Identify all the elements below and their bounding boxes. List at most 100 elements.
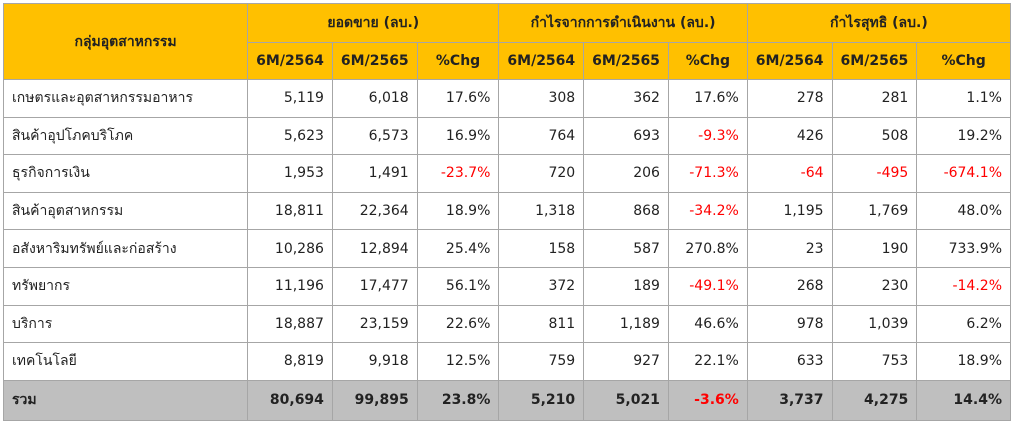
cell: 12.5% (416, 342, 500, 381)
cell: 12,894 (331, 229, 418, 268)
cell: 18.9% (416, 191, 500, 231)
cell: 22.6% (416, 304, 500, 344)
cell: 1,769 (831, 191, 918, 231)
row-label: ทรัพยากร (2, 266, 249, 306)
cell: -34.2% (667, 191, 748, 231)
cell: -14.2% (916, 266, 1011, 306)
cell: 759 (498, 342, 585, 381)
cell: 978 (746, 304, 833, 344)
cell: 11,196 (247, 266, 333, 306)
cell: 8,819 (247, 342, 333, 381)
cell: 5,021 (583, 379, 669, 421)
subcolumn-header: 6M/2565 (331, 42, 418, 80)
cell: 633 (746, 342, 833, 381)
cell: 426 (746, 116, 833, 156)
cell: 764 (498, 116, 585, 156)
row-label: บริการ (2, 304, 249, 344)
cell: 868 (583, 191, 669, 231)
subcolumn-header: 6M/2564 (746, 42, 833, 80)
total-row: รวม 80,694 99,895 23.8% 5,210 5,021 -3.6% 3,737… (2, 379, 1011, 421)
cell: 23.8% (416, 379, 500, 421)
cell: 19.2% (916, 116, 1011, 156)
cell: 190 (831, 229, 918, 268)
cell: 362 (583, 79, 669, 118)
cell: 18.9% (916, 342, 1011, 381)
cell: -674.1% (916, 154, 1011, 193)
row-label: สินค้าอุตสาหกรรม (2, 191, 249, 231)
cell: 17.6% (416, 79, 500, 118)
cell: 1,039 (831, 304, 918, 344)
cell: 206 (583, 154, 669, 193)
cell: 5,623 (247, 116, 333, 156)
cell: -64 (746, 154, 833, 193)
subcolumn-header: 6M/2564 (498, 42, 585, 80)
cell: 6,018 (331, 79, 418, 118)
cell: 10,286 (247, 229, 333, 268)
cell: -49.1% (667, 266, 748, 306)
cell: 1,318 (498, 191, 585, 231)
cell: 230 (831, 266, 918, 306)
cell: 56.1% (416, 266, 500, 306)
cell: 587 (583, 229, 669, 268)
row-label: เทคโนโลยี (2, 342, 249, 381)
row-label: เกษตรและอุตสาหกรรมอาหาร (2, 79, 249, 118)
group-header: กำไรสุทธิ (ลบ.) (746, 3, 1011, 43)
cell: 17.6% (667, 79, 748, 118)
cell: 1,189 (583, 304, 669, 344)
cell: 1,491 (331, 154, 418, 193)
cell: 99,895 (331, 379, 418, 421)
cell: 189 (583, 266, 669, 306)
cell: 753 (831, 342, 918, 381)
cell: 23 (746, 229, 833, 268)
cell: 1.1% (916, 79, 1011, 118)
cell: 720 (498, 154, 585, 193)
subcolumn-header: 6M/2565 (831, 42, 918, 80)
cell: 1,195 (746, 191, 833, 231)
cell: 508 (831, 116, 918, 156)
cell: 268 (746, 266, 833, 306)
group-header-row: กลุ่มอุตสาหกรรม ยอดขาย (ลบ.) กำไรจากการด… (2, 3, 1011, 80)
cell: 927 (583, 342, 669, 381)
row-label: รวม (2, 379, 249, 421)
subheader-row: 6M/2564 6M/2565 %Chg 6M/2564 6M/2565 %Chg 6M/2… (4, 42, 1011, 80)
cell: 6,573 (331, 116, 418, 156)
cell: 80,694 (247, 379, 333, 421)
subcolumn-header: 6M/2565 (583, 42, 669, 80)
cell: -23.7% (416, 154, 500, 193)
cell: 308 (498, 79, 585, 118)
cell: 733.9% (916, 229, 1011, 268)
cell: 16.9% (416, 116, 500, 156)
row-label: ธุรกิจการเงิน (2, 154, 249, 193)
data-row: อสังหาริมทรัพย์และก่อสร้าง 10,286 12,894 25… (2, 229, 1011, 268)
cell: 693 (583, 116, 669, 156)
cell: 46.6% (667, 304, 748, 344)
data-row: สินค้าอุปโภคบริโภค 5,623 6,573 16.9% 764 693-… (2, 116, 1011, 156)
row-label: สินค้าอุปโภคบริโภค (2, 116, 249, 156)
data-row: เทคโนโลยี 8,819 9,918 12.5% 759 927 22.1% 633 75… (2, 342, 1011, 381)
data-row: สินค้าอุตสาหกรรม 18,811 22,364 18.9% 1,318 86… (2, 191, 1011, 231)
cell: 22.1% (667, 342, 748, 381)
data-row: เกษตรและอุตสาหกรรมอาหาร 5,119 6,018 17.6% 30… (2, 79, 1011, 118)
row-label: อสังหาริมทรัพย์และก่อสร้าง (2, 229, 249, 268)
cell: -495 (831, 154, 918, 193)
cell: 278 (746, 79, 833, 118)
cell: 270.8% (667, 229, 748, 268)
cell: 3,737 (746, 379, 833, 421)
subcolumn-header: %Chg (667, 42, 748, 80)
cell: 281 (831, 79, 918, 118)
cell: 22,364 (331, 191, 418, 231)
cell: 17,477 (331, 266, 418, 306)
cell: 18,811 (247, 191, 333, 231)
data-row: ทรัพยากร 11,196 17,477 56.1% 372 189 -49.1% 268… (2, 266, 1011, 306)
cell: 811 (498, 304, 585, 344)
cell: 23,159 (331, 304, 418, 344)
cell: 5,210 (498, 379, 585, 421)
subcolumn-header: 6M/2564 (247, 42, 333, 80)
data-row: ธุรกิจการเงิน 1,953 1,491 -23.7% 720 206 -71.3… (2, 154, 1011, 193)
industry-table: กลุ่มอุตสาหกรรม ยอดขาย (ลบ.) กำไรจากการด… (2, 3, 1011, 421)
cell: -9.3% (667, 116, 748, 156)
cell: 4,275 (831, 379, 918, 421)
cell: 9,918 (331, 342, 418, 381)
cell: 1,953 (247, 154, 333, 193)
